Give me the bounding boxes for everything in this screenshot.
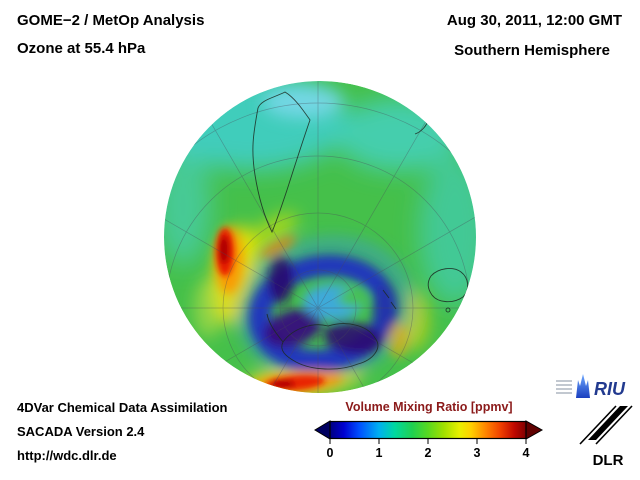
tick-label-2: 2 <box>424 446 432 460</box>
dlr-logo: DLR <box>578 404 636 472</box>
colorbar-left-arrow-icon <box>314 420 331 440</box>
dlr-logo-text: DLR <box>593 452 624 469</box>
url-label: http://wdc.dlr.de <box>17 448 117 463</box>
colorbar-tick-labels: 0 1 2 3 4 <box>314 446 544 462</box>
riu-cathedral-icon <box>576 374 590 398</box>
assimilation-label: 4DVar Chemical Data Assimilation <box>17 400 228 415</box>
coastlines <box>252 85 469 370</box>
globe <box>164 81 476 393</box>
tick-label-0: 0 <box>326 446 334 460</box>
tick-label-1: 1 <box>375 446 383 460</box>
page-subtitle: Ozone at 55.4 hPa <box>17 40 146 57</box>
colorbar-gradient <box>314 420 544 444</box>
riu-logo: RIU <box>556 372 634 400</box>
riu-logo-lines <box>556 380 572 394</box>
colorbar: Volume Mixing Ratio [ppmv] <box>314 400 544 462</box>
tick-label-3: 3 <box>473 446 481 460</box>
datetime-label: Aug 30, 2011, 12:00 GMT <box>446 12 622 29</box>
hemisphere-label: Southern Hemisphere <box>454 42 610 59</box>
dlr-emblem-icon <box>579 405 633 445</box>
page-title: GOME−2 / MetOp Analysis <box>17 12 205 29</box>
tick-label-4: 4 <box>522 446 530 460</box>
colorbar-title: Volume Mixing Ratio [ppmv] <box>345 400 513 414</box>
ozone-map <box>163 80 477 394</box>
colorbar-right-arrow-icon <box>525 420 544 440</box>
riu-logo-text: RIU <box>594 379 626 399</box>
version-label: SACADA Version 2.4 <box>17 424 145 439</box>
